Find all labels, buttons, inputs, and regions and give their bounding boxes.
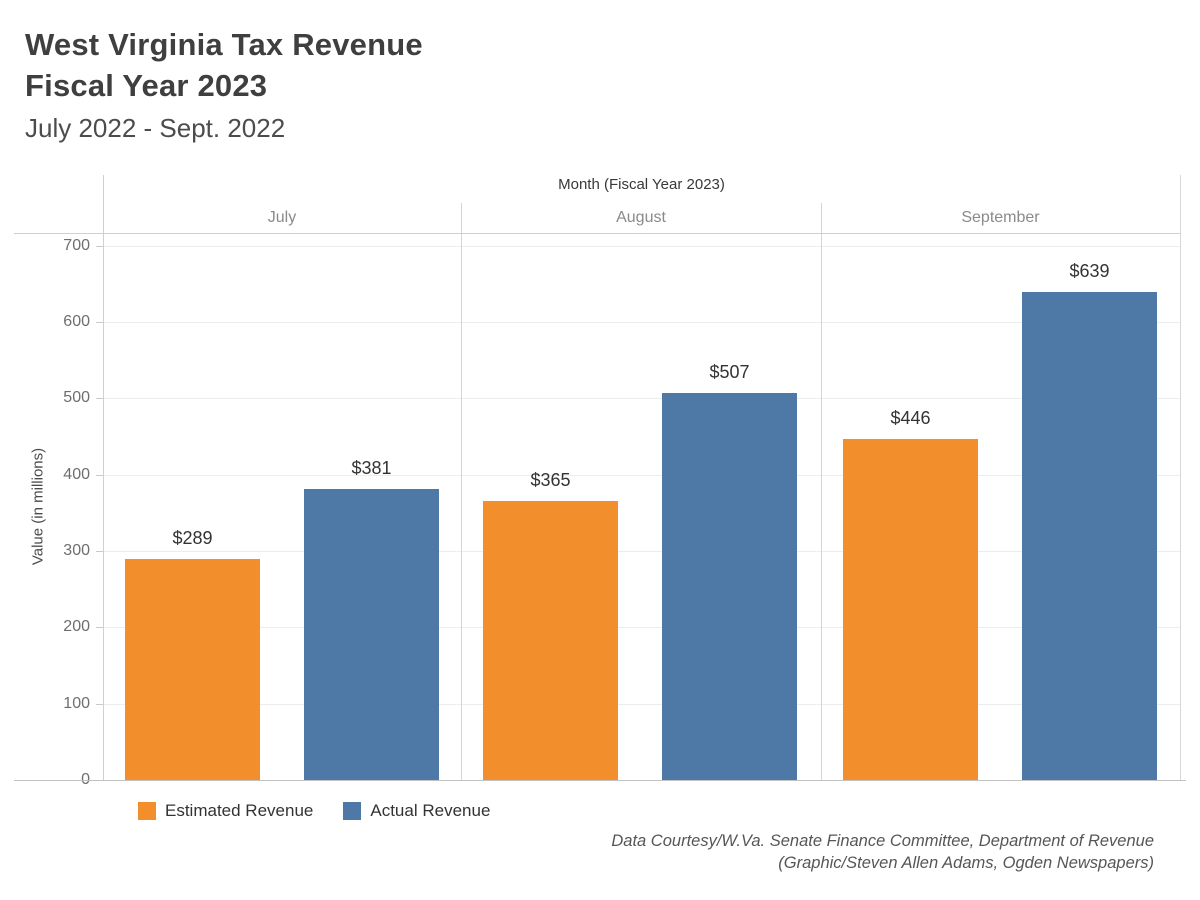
- page-title-line2: Fiscal Year 2023: [25, 68, 268, 103]
- x-axis-baseline: [14, 780, 1186, 781]
- y-tick-mark-500: [96, 398, 103, 399]
- panel-header-august: August: [616, 209, 666, 226]
- legend-swatch-icon: [343, 802, 362, 820]
- bar-estimated-revenue-august[interactable]: [483, 501, 618, 780]
- y-tick-mark-400: [96, 475, 103, 476]
- page-title-line1: West Virginia Tax Revenue: [25, 27, 423, 62]
- y-tick-mark-100: [96, 704, 103, 705]
- bar-estimated-revenue-july[interactable]: [125, 559, 260, 780]
- panel-header-july: July: [267, 209, 297, 226]
- legend-item-estimated-revenue[interactable]: Estimated Revenue: [138, 801, 313, 821]
- gridline-400: [103, 475, 1180, 476]
- title-block: West Virginia Tax Revenue Fiscal Year 20…: [25, 24, 423, 145]
- gridline-500: [103, 398, 1180, 399]
- bar-actual-revenue-august[interactable]: [662, 393, 797, 780]
- panel-divider-2: [821, 203, 822, 780]
- y-tick-label-400: 400: [63, 466, 90, 483]
- gridline-100: [103, 704, 1180, 705]
- y-axis-title: Value (in millions): [29, 447, 47, 566]
- credit-footer: Data Courtesy/W.Va. Senate Finance Commi…: [254, 830, 1154, 874]
- gridline-700: [103, 246, 1180, 247]
- y-tick-mark-200: [96, 627, 103, 628]
- y-tick-mark-300: [96, 551, 103, 552]
- legend-label: Actual Revenue: [370, 801, 491, 820]
- bar-actual-revenue-september[interactable]: [1022, 292, 1157, 780]
- bar-actual-revenue-july[interactable]: [304, 489, 439, 780]
- plot-top-border: [14, 233, 1181, 234]
- facet-axis-title: Month (Fiscal Year 2023): [558, 176, 725, 193]
- y-tick-mark-600: [96, 322, 103, 323]
- panel-divider-1: [461, 203, 462, 780]
- y-tick-label-600: 600: [63, 313, 90, 330]
- y-tick-label-0: 0: [26, 771, 90, 789]
- gridline-200: [103, 627, 1180, 628]
- y-axis-line: [103, 175, 104, 780]
- legend-swatch-icon: [138, 802, 156, 820]
- gridline-300: [103, 551, 1180, 552]
- y-tick-mark-700: [96, 246, 103, 247]
- credit-line1: Data Courtesy/W.Va. Senate Finance Commi…: [611, 832, 1154, 850]
- bar-value-label-actual-revenue-july: $381: [351, 458, 392, 478]
- panel-header-september: September: [961, 209, 1040, 226]
- legend: Estimated Revenue Actual Revenue: [138, 801, 520, 821]
- bar-estimated-revenue-september[interactable]: [843, 439, 978, 780]
- bar-value-label-actual-revenue-august: $507: [709, 362, 750, 382]
- bar-value-label-actual-revenue-september: $639: [1069, 261, 1110, 281]
- legend-item-actual-revenue[interactable]: Actual Revenue: [343, 801, 490, 821]
- y-tick-label-500: 500: [63, 389, 90, 406]
- bar-value-label-estimated-revenue-august: $365: [530, 470, 571, 490]
- y-tick-label-200: 200: [63, 618, 90, 635]
- page-subtitle: July 2022 - Sept. 2022: [25, 113, 286, 143]
- plot-right-border: [1180, 175, 1181, 780]
- gridline-600: [103, 322, 1180, 323]
- y-tick-label-300: 300: [63, 542, 90, 559]
- legend-label: Estimated Revenue: [165, 801, 314, 820]
- credit-line2: (Graphic/Steven Allen Adams, Ogden Newsp…: [778, 854, 1154, 872]
- bar-value-label-estimated-revenue-september: $446: [890, 408, 931, 428]
- bar-value-label-estimated-revenue-july: $289: [172, 528, 213, 548]
- y-tick-label-100: 100: [63, 695, 90, 712]
- y-tick-label-700: 700: [63, 237, 90, 254]
